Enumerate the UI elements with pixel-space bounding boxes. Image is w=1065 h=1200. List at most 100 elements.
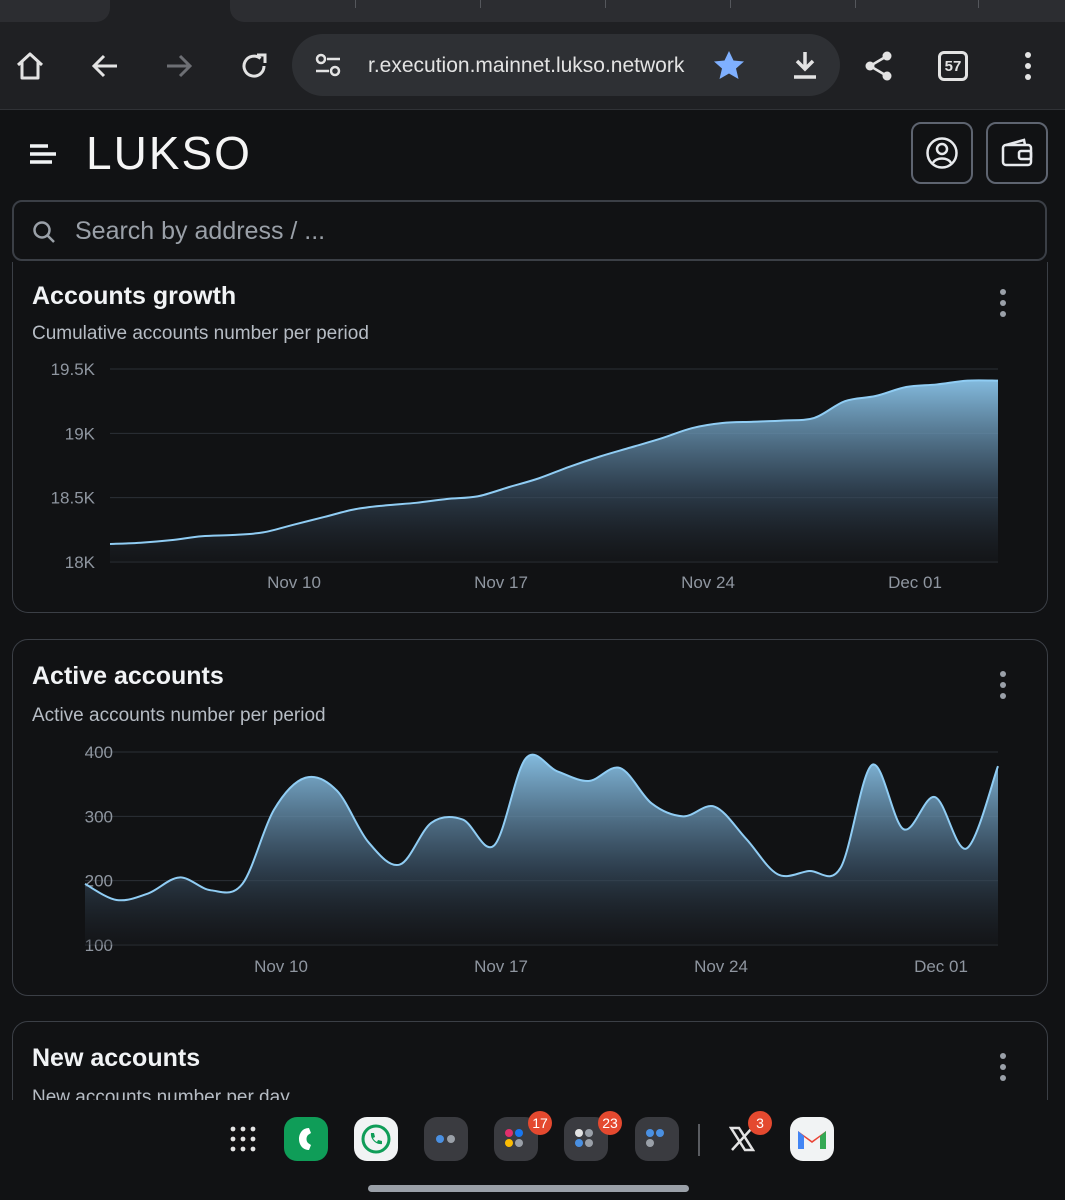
tab-divider: [480, 0, 481, 8]
menu-icon: [30, 144, 56, 164]
chart-card-accounts-growth: Accounts growth Cumulative accounts numb…: [12, 262, 1048, 613]
reload-icon: [242, 53, 267, 78]
y-tick-label: 400: [85, 743, 113, 762]
x-tick-label: Nov 24: [681, 573, 735, 592]
chart-card-active-accounts: Active accounts Active accounts number p…: [12, 639, 1048, 996]
app-header: LUKSO Search by address / ...: [0, 111, 1065, 273]
search-input[interactable]: Search by address / ...: [12, 200, 1047, 261]
tune-icon: [315, 53, 341, 77]
arrow-left-icon: [91, 54, 117, 78]
x-tick-label: Dec 01: [914, 957, 968, 976]
profile-button[interactable]: [911, 122, 973, 184]
home-gesture-bar[interactable]: [368, 1185, 689, 1192]
x-tick-label: Dec 01: [888, 573, 942, 592]
chart-menu-button[interactable]: [993, 670, 1013, 700]
app-drawer-button[interactable]: [221, 1117, 265, 1161]
y-tick-label: 18K: [65, 553, 96, 572]
more-vertical-icon: [1000, 289, 1006, 317]
tab-divider: [605, 0, 606, 8]
share-icon: [865, 51, 892, 81]
tab-count: 57: [938, 51, 968, 81]
y-tick-label: 19.5K: [51, 360, 96, 379]
folder-icon: [505, 1129, 523, 1147]
y-tick-label: 300: [85, 807, 113, 826]
x-tick-label: Nov 17: [474, 957, 528, 976]
browser-tab[interactable]: [230, 0, 1065, 22]
home-icon: [16, 52, 44, 80]
card-subtitle: Cumulative accounts number per period: [32, 323, 369, 344]
browser-tab[interactable]: [0, 0, 110, 22]
folder-icon: [436, 1135, 455, 1143]
x-tick-label: Nov 10: [254, 957, 308, 976]
series-line: [84, 753, 999, 902]
chart-menu-button[interactable]: [993, 1052, 1013, 1082]
card-subtitle: Active accounts number per period: [32, 705, 326, 726]
calls-app[interactable]: [354, 1117, 398, 1161]
lukso-logo[interactable]: LUKSO: [86, 129, 254, 177]
share-button[interactable]: [857, 44, 901, 88]
tab-divider: [978, 0, 979, 8]
y-tick-label: 19K: [65, 424, 96, 443]
accounts-growth-chart: 18K 18.5K 19K 19.5K Nov 10 Nov 17 Nov 24 Dec 01: [51, 360, 999, 592]
url-text[interactable]: r.execution.mainnet.lukso.network: [368, 54, 685, 77]
arrow-right-icon: [167, 54, 193, 78]
folder-icon: [575, 1129, 593, 1147]
app-folder-social[interactable]: 17: [494, 1111, 552, 1161]
phone-icon: [299, 1128, 311, 1150]
reload-button[interactable]: [232, 44, 276, 88]
app-folder-messaging[interactable]: 23: [564, 1111, 622, 1161]
x-tick-label: Nov 24: [694, 957, 748, 976]
y-tick-label: 18.5K: [51, 489, 96, 508]
x-tick-label: Nov 10: [267, 573, 321, 592]
gmail-app[interactable]: [790, 1117, 834, 1161]
bookmark-button[interactable]: [712, 49, 746, 86]
tab-divider: [855, 0, 856, 8]
forward-button[interactable]: [157, 44, 201, 88]
grid-icon: [230, 1126, 256, 1152]
download-icon: [794, 52, 816, 79]
more-vertical-icon: [1025, 52, 1031, 80]
y-tick-label: 200: [85, 872, 113, 891]
card-title: New accounts: [32, 1044, 201, 1072]
chart-menu-button[interactable]: [993, 288, 1013, 318]
notification-badge: 3: [748, 1111, 772, 1135]
android-dock: 17 23 3: [0, 1100, 1065, 1200]
notification-badge: 23: [598, 1111, 622, 1135]
hamburger-menu-button[interactable]: [28, 141, 58, 167]
download-button[interactable]: [790, 50, 820, 85]
x-app[interactable]: 3: [720, 1111, 772, 1161]
series-area: [85, 754, 998, 945]
overflow-menu-button[interactable]: [1006, 44, 1050, 88]
tab-divider: [355, 0, 356, 8]
series-area: [110, 380, 998, 562]
wallet-icon: [1001, 138, 1033, 167]
dock-divider: [698, 1124, 700, 1156]
star-icon: [714, 51, 744, 79]
address-bar[interactable]: r.execution.mainnet.lukso.network: [292, 34, 840, 96]
phone-app[interactable]: [284, 1117, 328, 1161]
site-settings-button[interactable]: [314, 52, 342, 83]
series-line: [109, 379, 999, 545]
wallet-button[interactable]: [986, 122, 1048, 184]
notification-badge: 17: [528, 1111, 552, 1135]
browser-toolbar: r.execution.mainnet.lukso.network 57: [0, 22, 1065, 110]
tab-divider: [730, 0, 731, 8]
search-icon: [33, 221, 55, 243]
back-button[interactable]: [83, 44, 127, 88]
call-icon: [361, 1124, 391, 1154]
tab-switcher-button[interactable]: 57: [931, 44, 975, 88]
svg-text:LUKSO: LUKSO: [86, 129, 252, 177]
search-placeholder: Search by address / ...: [75, 217, 326, 245]
browser-tab-strip: [0, 0, 1065, 22]
home-button[interactable]: [8, 44, 52, 88]
gmail-icon: [798, 1131, 826, 1149]
x-tick-label: Nov 17: [474, 573, 528, 592]
card-title: Accounts growth: [32, 282, 237, 310]
app-folder-tools[interactable]: [635, 1117, 679, 1161]
app-folder[interactable]: [424, 1117, 468, 1161]
card-title: Active accounts: [32, 662, 224, 690]
more-vertical-icon: [1000, 671, 1006, 699]
folder-icon: [646, 1129, 664, 1147]
more-vertical-icon: [1000, 1053, 1006, 1081]
